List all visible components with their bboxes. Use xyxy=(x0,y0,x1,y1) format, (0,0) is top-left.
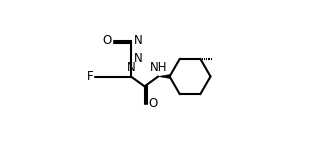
Polygon shape xyxy=(158,75,169,78)
Text: N: N xyxy=(133,34,143,47)
Text: O: O xyxy=(103,34,112,47)
Text: NH: NH xyxy=(149,61,167,74)
Text: O: O xyxy=(148,97,157,110)
Text: N: N xyxy=(127,61,135,74)
Text: N: N xyxy=(133,52,143,65)
Text: F: F xyxy=(87,70,94,83)
